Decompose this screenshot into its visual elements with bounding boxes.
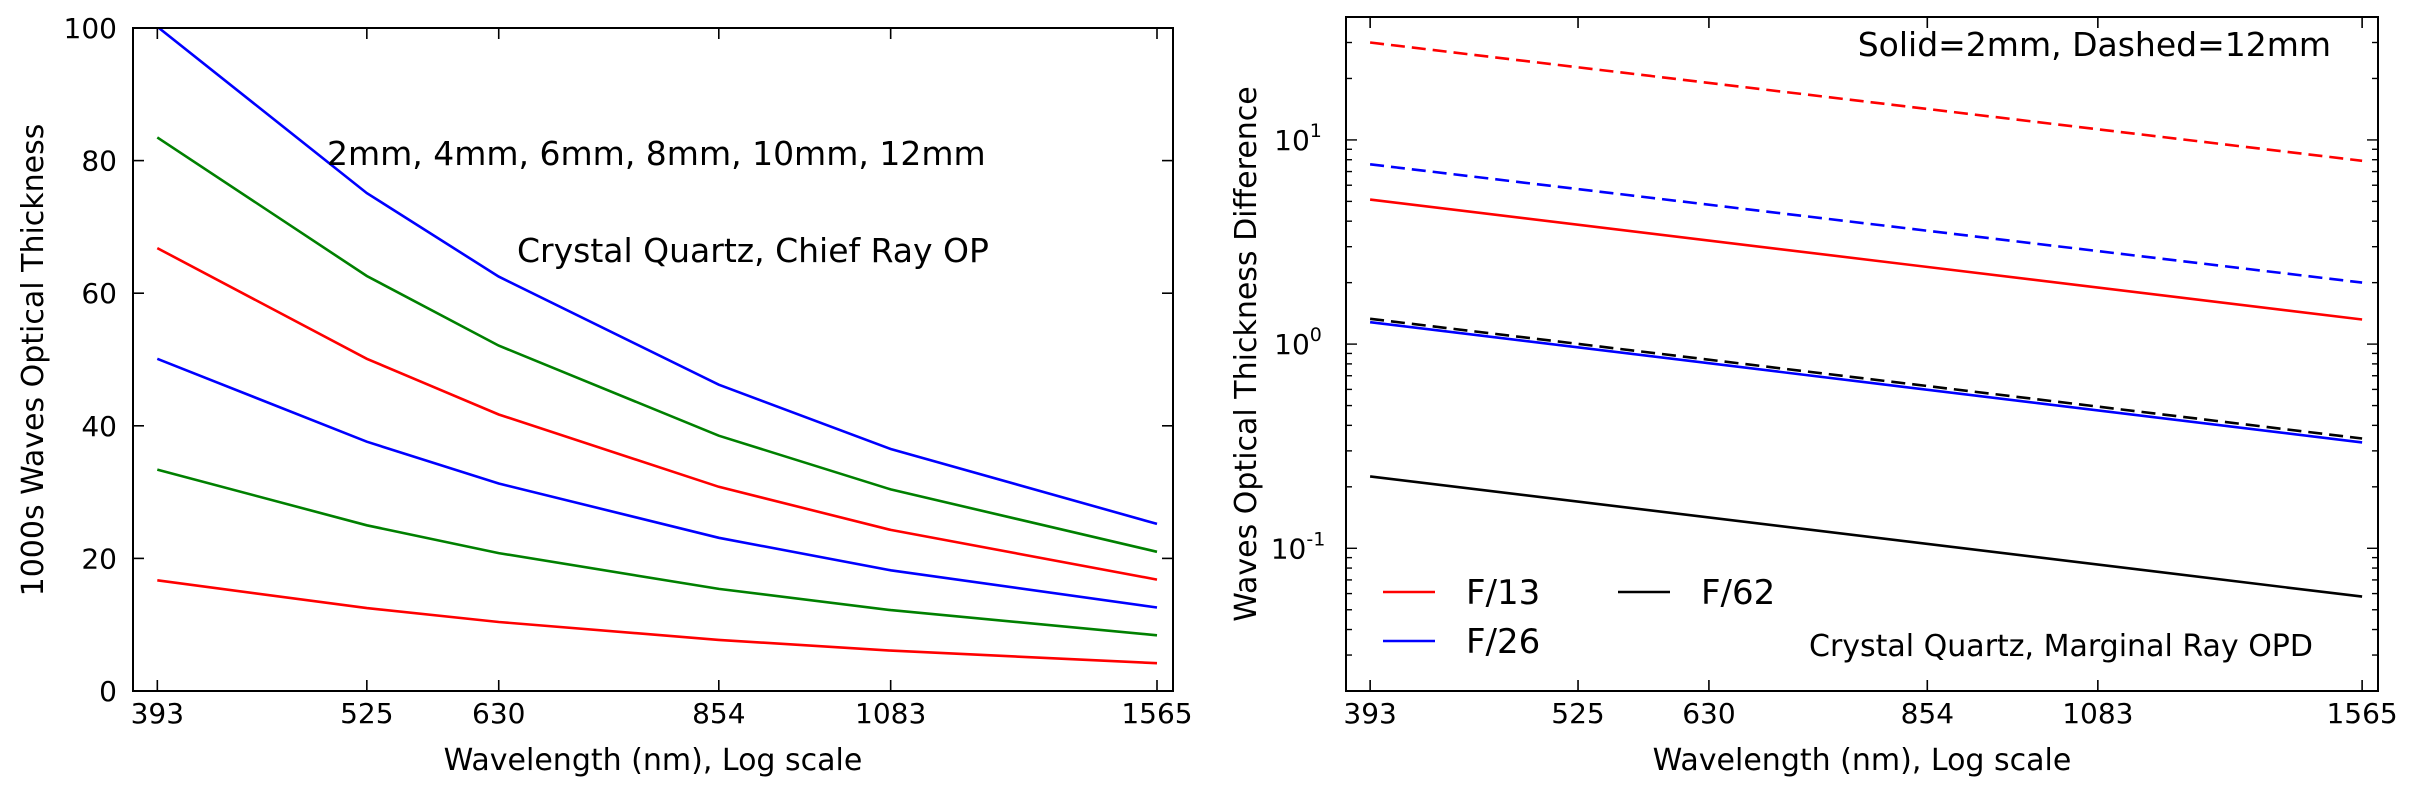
left-y-tick-label: 60 [81,277,117,310]
left-material-annotation: Crystal Quartz, Chief Ray OP [517,231,989,270]
right-axis-ticks: 393 525 630 854 1083 1565 10-1 100 101 [1271,16,2398,730]
left-y-tick-label: 40 [81,410,117,443]
left-series-line [156,468,1158,637]
right-y-tick-label: 101 [1274,120,1322,157]
chart-right: 393 525 630 854 1083 1565 10-1 100 101 Solid=2mm… [1229,16,2398,778]
right-linestyle-annotation: Solid=2mm, Dashed=12mm [1858,25,2331,64]
left-y-tick-label: 20 [81,542,117,575]
right-x-tick-label: 393 [1343,697,1396,730]
left-x-axis-label: Wavelength (nm), Log scale [444,743,863,778]
left-x-tick-label: 630 [472,697,525,730]
right-x-tick-label: 630 [1682,697,1735,730]
left-plot-frame [132,27,1174,692]
left-series-line [156,28,1158,526]
left-series-line [156,357,1158,609]
right-y-tick-label: 10-1 [1271,528,1326,565]
right-x-tick-label: 525 [1551,697,1604,730]
left-x-tick-label: 525 [340,697,393,730]
right-series-line [1369,475,2363,598]
right-material-annotation: Crystal Quartz, Marginal Ray OPD [1809,629,2313,664]
right-series-line [1369,320,2363,444]
right-series-line [1369,198,2363,321]
right-x-axis-label: Wavelength (nm), Log scale [1653,743,2072,778]
right-series-line [1369,41,2363,163]
left-y-tick-label: 80 [81,145,117,178]
left-y-tick-label: 100 [64,12,117,45]
chart-left: 393 525 630 854 1083 1565 0 20 40 60 80 100 2mm, 4m… [16,12,1193,778]
left-thickness-annotation: 2mm, 4mm, 6mm, 8mm, 10mm, 12mm [327,134,986,173]
legend: F/13 F/26 F/62 [1383,573,1775,662]
left-x-tick-label: 854 [692,697,745,730]
right-series-lines [1369,41,2363,598]
left-y-axis-label: 1000s Waves Optical Thickness [16,124,51,597]
left-x-tick-label: 1083 [855,697,926,730]
legend-label: F/26 [1466,622,1540,662]
legend-label: F/62 [1701,573,1775,613]
right-x-tick-label: 1083 [2062,697,2133,730]
left-x-tick-label: 393 [131,697,184,730]
right-y-axis-label: Waves Optical Thickness Difference [1229,86,1264,621]
right-y-tick-label: 100 [1274,324,1322,361]
right-x-tick-label: 1565 [2326,697,2397,730]
left-series-line [157,579,1158,665]
left-axis-ticks: 393 525 630 854 1083 1565 0 20 40 60 80 100 [64,12,1193,730]
left-series-lines [156,28,1158,665]
left-series-line [156,246,1158,581]
left-series-line [156,136,1158,554]
left-x-tick-label: 1565 [1121,697,1192,730]
legend-label: F/13 [1466,573,1540,613]
right-series-line [1369,163,2363,284]
right-series-line [1369,317,2363,440]
right-x-tick-label: 854 [1901,697,1954,730]
left-y-tick-label: 0 [99,675,117,708]
